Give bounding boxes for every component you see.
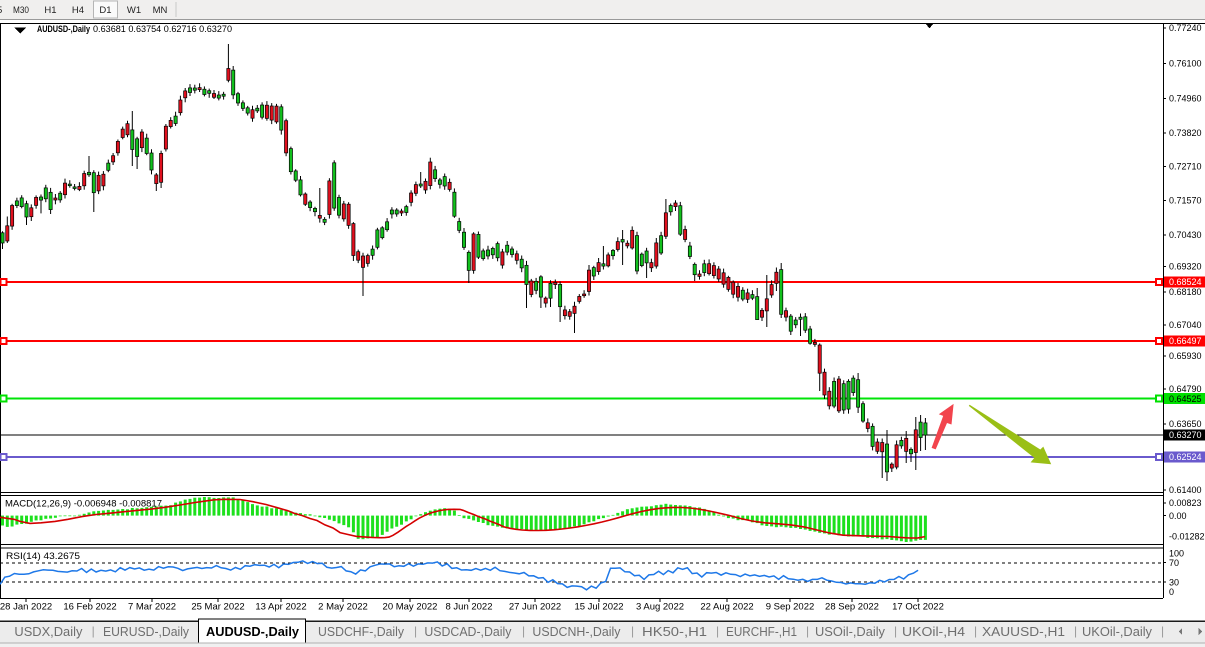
svg-text:20 May 2022: 20 May 2022 — [383, 602, 438, 613]
svg-text:RSI(14) 43.2675: RSI(14) 43.2675 — [6, 551, 80, 561]
svg-text:0.64525: 0.64525 — [1169, 394, 1202, 404]
svg-text:H4: H4 — [72, 5, 84, 16]
svg-text:0.63270: 0.63270 — [1169, 430, 1202, 440]
svg-text:3 Aug 2022: 3 Aug 2022 — [636, 602, 684, 613]
svg-text:|: | — [522, 624, 525, 638]
svg-text:|: | — [974, 624, 977, 638]
svg-text:0.69320: 0.69320 — [1169, 262, 1202, 272]
svg-text:17 Oct 2022: 17 Oct 2022 — [892, 602, 944, 613]
svg-text:0.00823: 0.00823 — [1169, 498, 1202, 508]
svg-text:0.70430: 0.70430 — [1169, 230, 1202, 240]
svg-text:H1: H1 — [44, 5, 56, 16]
svg-text:0.63681 0.63754 0.62716 0.6327: 0.63681 0.63754 0.62716 0.63270 — [93, 24, 232, 35]
svg-text:2 May 2022: 2 May 2022 — [318, 602, 368, 613]
svg-text:USOil-,Daily: USOil-,Daily — [815, 624, 885, 639]
svg-text:0.72710: 0.72710 — [1169, 162, 1202, 172]
svg-text:|: | — [894, 624, 897, 638]
svg-text:0.62524: 0.62524 — [1169, 452, 1202, 462]
svg-text:UKOil-,H4: UKOil-,H4 — [902, 624, 965, 639]
svg-text:28 Jan 2022: 28 Jan 2022 — [0, 602, 52, 613]
svg-text:HK50-,H1: HK50-,H1 — [642, 624, 707, 639]
svg-text:W1: W1 — [127, 5, 141, 16]
svg-text:70: 70 — [1169, 558, 1179, 568]
svg-text:22 Aug 2022: 22 Aug 2022 — [700, 602, 753, 613]
svg-text:M30: M30 — [13, 5, 29, 16]
svg-text:100: 100 — [1169, 549, 1184, 559]
svg-text:AUDUSD-,Daily: AUDUSD-,Daily — [37, 24, 91, 35]
svg-text:USDCNH-,Daily: USDCNH-,Daily — [532, 624, 620, 639]
svg-text:0.74960: 0.74960 — [1169, 94, 1202, 104]
svg-text:8 Jun 2022: 8 Jun 2022 — [445, 602, 492, 613]
svg-text:30: 30 — [1169, 577, 1179, 587]
svg-text:27 Jun 2022: 27 Jun 2022 — [509, 602, 561, 613]
svg-text:5: 5 — [0, 5, 2, 16]
svg-text:28 Sep 2022: 28 Sep 2022 — [825, 602, 879, 613]
svg-text:0.68524: 0.68524 — [1169, 277, 1202, 287]
svg-text:7 Mar 2022: 7 Mar 2022 — [128, 602, 176, 613]
svg-text:MACD(12,26,9) -0.006948 -0.008: MACD(12,26,9) -0.006948 -0.008817 — [5, 499, 162, 509]
svg-text:25 Mar 2022: 25 Mar 2022 — [191, 602, 244, 613]
svg-text:0.63650: 0.63650 — [1169, 419, 1202, 429]
svg-text:|: | — [92, 624, 95, 638]
svg-text:0.61400: 0.61400 — [1169, 485, 1202, 495]
svg-text:EURUSD-,Daily: EURUSD-,Daily — [103, 624, 189, 639]
svg-text:13 Apr 2022: 13 Apr 2022 — [255, 602, 306, 613]
svg-text:USDCHF-,Daily: USDCHF-,Daily — [318, 624, 404, 639]
svg-text:15 Jul 2022: 15 Jul 2022 — [574, 602, 623, 613]
svg-text:0.76100: 0.76100 — [1169, 59, 1202, 69]
svg-text:0.77240: 0.77240 — [1169, 23, 1202, 33]
svg-text:|: | — [631, 624, 634, 638]
svg-text:0.68180: 0.68180 — [1169, 287, 1202, 297]
svg-text:16 Feb 2022: 16 Feb 2022 — [63, 602, 116, 613]
svg-text:0.00: 0.00 — [1169, 511, 1187, 521]
svg-text:AUDUSD-,Daily: AUDUSD-,Daily — [206, 624, 300, 639]
svg-text:0.73820: 0.73820 — [1169, 128, 1202, 138]
svg-text:|: | — [716, 624, 719, 638]
svg-text:EURCHF-,H1: EURCHF-,H1 — [726, 624, 797, 639]
svg-text:XAUUSD-,H1: XAUUSD-,H1 — [982, 624, 1065, 639]
svg-text:0: 0 — [1169, 587, 1174, 597]
svg-text:0.64790: 0.64790 — [1169, 384, 1202, 394]
svg-text:-0.012827: -0.012827 — [1169, 532, 1205, 542]
svg-text:MN: MN — [153, 5, 168, 16]
svg-text:|: | — [1074, 624, 1077, 638]
svg-text:|: | — [806, 624, 809, 638]
svg-text:0.67040: 0.67040 — [1169, 320, 1202, 330]
svg-text:|: | — [414, 624, 417, 638]
svg-text:0.71570: 0.71570 — [1169, 196, 1202, 206]
svg-text:9 Sep 2022: 9 Sep 2022 — [766, 602, 815, 613]
svg-text:D1: D1 — [99, 5, 111, 16]
svg-text:|: | — [1161, 624, 1164, 638]
svg-text:USDX,Daily: USDX,Daily — [14, 624, 82, 639]
svg-text:0.65930: 0.65930 — [1169, 351, 1202, 361]
svg-text:0.66497: 0.66497 — [1169, 336, 1202, 346]
svg-text:USDCAD-,Daily: USDCAD-,Daily — [424, 624, 511, 639]
svg-text:UKOil-,Daily: UKOil-,Daily — [1082, 624, 1152, 639]
